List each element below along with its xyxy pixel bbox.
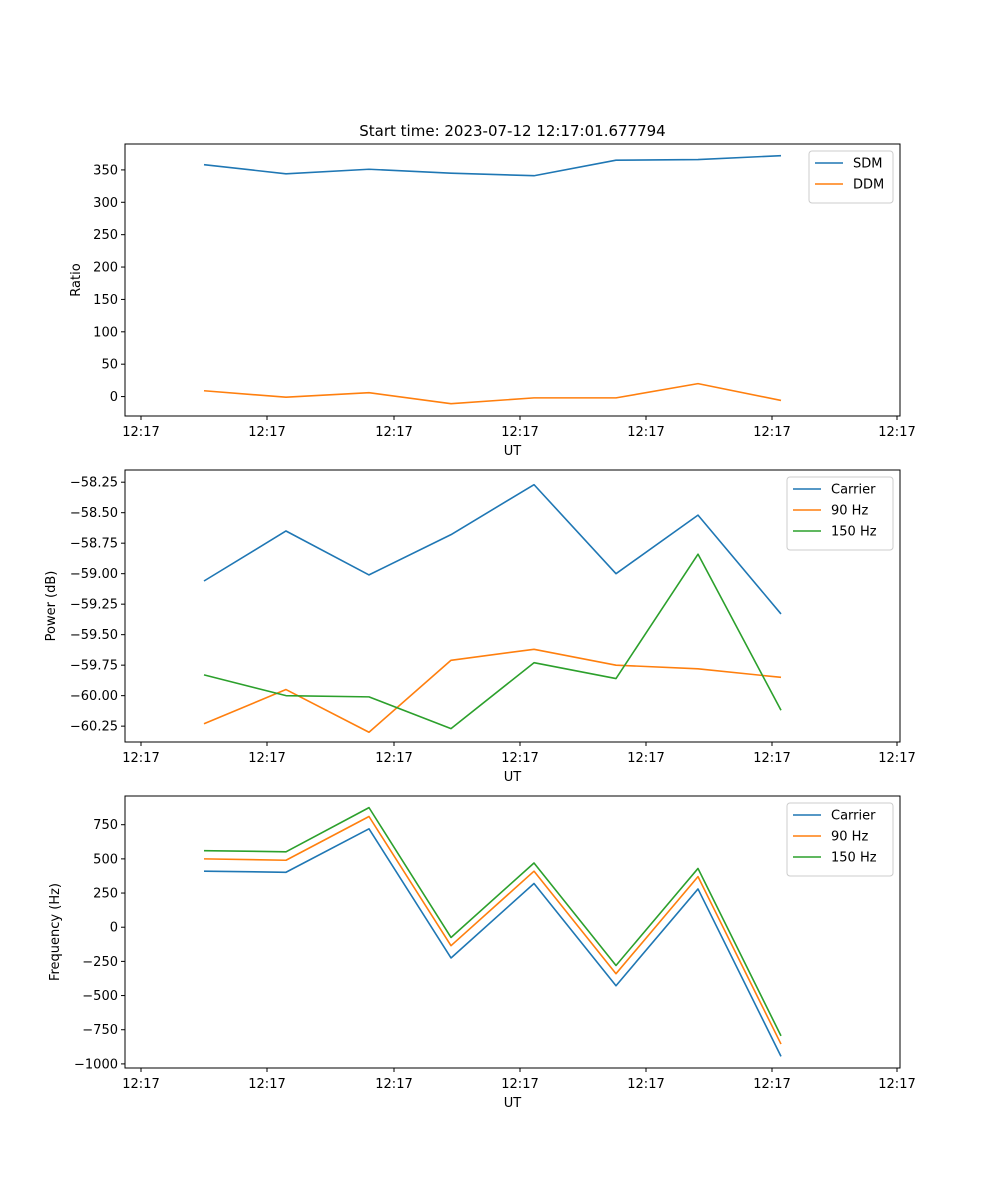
y-tick-label: −60.25: [70, 720, 118, 735]
y-tick-label: 250: [93, 887, 118, 902]
x-axis-label: UT: [504, 770, 522, 785]
y-tick-label: 350: [93, 163, 118, 178]
x-tick-label: 12:17: [122, 1077, 159, 1092]
legend-label: 90 Hz: [831, 830, 868, 845]
y-tick-label: 300: [93, 196, 118, 211]
x-tick-label: 12:17: [501, 425, 538, 440]
x-tick-label: 12:17: [627, 425, 664, 440]
x-tick-label: 12:17: [878, 1077, 915, 1092]
legend-box: [808, 150, 894, 204]
x-tick-label: 12:17: [501, 1077, 538, 1092]
legend-label: 150 Hz: [831, 851, 877, 866]
x-tick-label: 12:17: [375, 751, 412, 766]
plot-frame: [124, 795, 901, 1069]
x-tick-label: 12:17: [122, 751, 159, 766]
chart-panel-2: −60.25 −60.00 −59.75 −59.50 −59.25 −59.00 −58.…: [44, 469, 916, 785]
y-tick-label: −58.75: [70, 537, 118, 552]
y-tick-label: 100: [93, 325, 118, 340]
plot-frame: [124, 143, 901, 417]
series-line-90-hz: [203, 648, 782, 734]
y-tick-label: −59.75: [70, 659, 118, 674]
y-axis-label: Ratio: [69, 263, 84, 296]
legend: Carrier 90 Hz 150 Hz: [786, 476, 894, 551]
legend-label: Carrier: [831, 483, 876, 498]
chart-panel-3: −1000 −750 −500 −250 0 250 500 750 12:17 12:17 12:…: [48, 795, 916, 1111]
y-tick-label: −1000: [74, 1057, 118, 1072]
x-tick-label: 12:17: [122, 425, 159, 440]
y-tick-label: 500: [93, 852, 118, 867]
x-tick-label: 12:17: [753, 751, 790, 766]
legend-label: Carrier: [831, 809, 876, 824]
x-tick-label: 12:17: [878, 425, 915, 440]
y-tick-label: −750: [82, 1023, 118, 1038]
x-tick-label: 12:17: [375, 1077, 412, 1092]
x-tick-label: 12:17: [627, 751, 664, 766]
y-tick-label: 200: [93, 261, 118, 276]
series-line-sdm: [203, 154, 782, 177]
y-tick-label: −58.25: [70, 476, 118, 491]
x-axis-label: UT: [504, 444, 522, 459]
series-line-150-hz: [203, 553, 782, 730]
legend: SDM DDM: [808, 150, 894, 204]
y-tick-label: 50: [101, 358, 118, 373]
legend-label: 90 Hz: [831, 504, 868, 519]
chart-title: Start time: 2023-07-12 12:17:01.677794: [359, 122, 665, 140]
series-line-150-hz: [203, 806, 782, 1037]
series-line-90-hz: [203, 815, 782, 1045]
y-tick-label: −59.00: [70, 567, 118, 582]
legend-label: SDM: [853, 157, 882, 172]
plot-frame: [124, 469, 901, 743]
y-axis-label: Power (dB): [44, 571, 59, 642]
x-tick-label: 12:17: [248, 425, 285, 440]
x-tick-label: 12:17: [375, 425, 412, 440]
y-tick-label: −58.50: [70, 506, 118, 521]
y-tick-label: −250: [82, 955, 118, 970]
y-tick-label: −59.25: [70, 598, 118, 613]
y-tick-label: −500: [82, 989, 118, 1004]
series-line-ddm: [203, 382, 782, 405]
y-tick-label: 0: [110, 390, 118, 405]
x-tick-label: 12:17: [753, 425, 790, 440]
x-tick-label: 12:17: [248, 751, 285, 766]
chart-panel-1: Start time: 2023-07-12 12:17:01.677794 0 5…: [69, 122, 916, 459]
legend-label: 150 Hz: [831, 525, 877, 540]
y-axis-label: Frequency (Hz): [48, 883, 63, 981]
x-tick-label: 12:17: [501, 751, 538, 766]
series-line-carrier: [203, 483, 782, 615]
y-tick-label: 150: [93, 293, 118, 308]
legend: Carrier 90 Hz 150 Hz: [786, 802, 894, 877]
x-axis-label: UT: [504, 1096, 522, 1111]
x-tick-label: 12:17: [753, 1077, 790, 1092]
series-line-carrier: [203, 827, 782, 1057]
x-tick-label: 12:17: [878, 751, 915, 766]
y-tick-label: 250: [93, 228, 118, 243]
y-tick-label: −59.50: [70, 628, 118, 643]
legend-label: DDM: [853, 178, 884, 193]
y-tick-label: 0: [110, 921, 118, 936]
x-tick-label: 12:17: [248, 1077, 285, 1092]
y-tick-label: 750: [93, 818, 118, 833]
x-tick-label: 12:17: [627, 1077, 664, 1092]
y-tick-label: −60.00: [70, 689, 118, 704]
